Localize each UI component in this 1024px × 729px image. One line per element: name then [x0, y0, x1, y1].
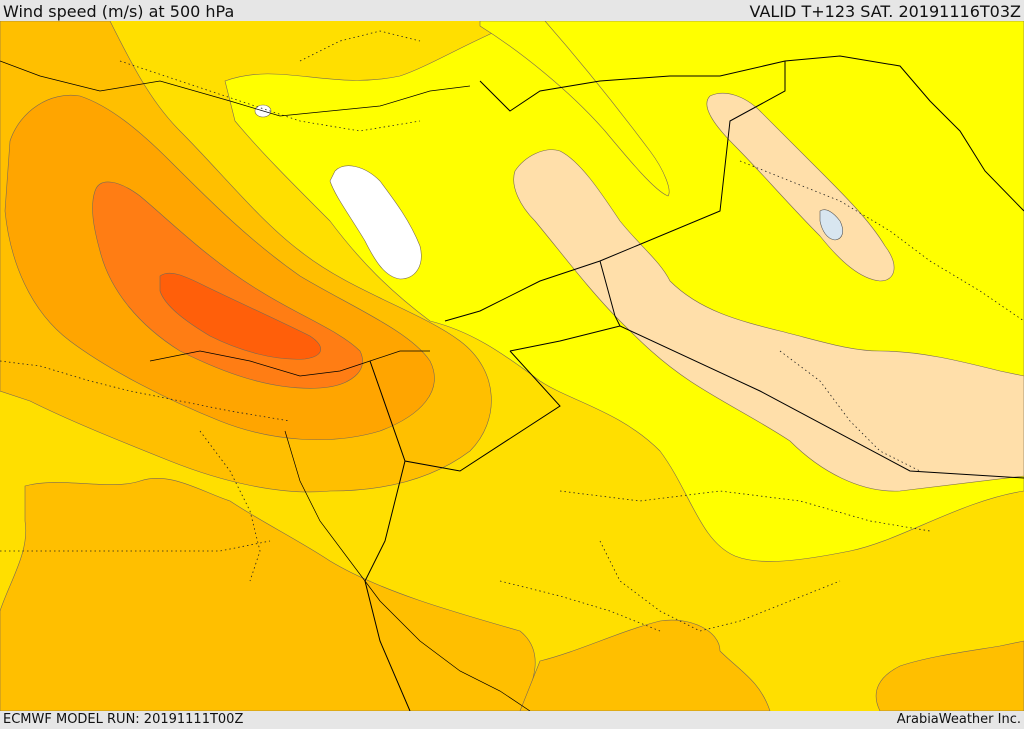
band-gold-southeast	[519, 619, 771, 711]
dotted-line-7	[119, 60, 421, 132]
model-run-label: ECMWF MODEL RUN: 20191111T00Z	[3, 712, 244, 727]
wind-speed-map	[0, 21, 1024, 711]
band-peach-northeast	[706, 92, 895, 282]
band-gold-far-southeast	[875, 640, 1024, 711]
border-line-2	[599, 260, 1024, 479]
dotted-line-6	[779, 350, 921, 472]
dotted-line-5	[499, 580, 661, 632]
dotted-line-3	[199, 430, 261, 582]
dotted-line-9	[599, 540, 841, 632]
border-line-1	[444, 61, 786, 322]
border-line-6	[784, 55, 1024, 212]
map-title: Wind speed (m/s) at 500 hPa	[3, 2, 235, 21]
border-line-4	[369, 350, 561, 472]
dotted-line-4	[559, 490, 931, 532]
band-gold-southwest	[0, 477, 536, 711]
coastline-red-sea	[284, 430, 531, 711]
coastline-south-med	[149, 350, 430, 377]
band-light-yellow-streak	[479, 21, 670, 197]
valid-time-label: VALID T+123 SAT. 20191116T03Z	[749, 2, 1021, 21]
border-line-3	[509, 325, 621, 352]
credit-label: ArabiaWeather Inc.	[896, 712, 1021, 727]
border-line-7	[479, 60, 786, 112]
lake-light-blue	[819, 209, 844, 241]
coastline-north	[0, 60, 471, 117]
sea-white-east	[329, 165, 422, 280]
dotted-line-2	[0, 540, 271, 552]
band-orange-dark-core	[159, 272, 321, 360]
